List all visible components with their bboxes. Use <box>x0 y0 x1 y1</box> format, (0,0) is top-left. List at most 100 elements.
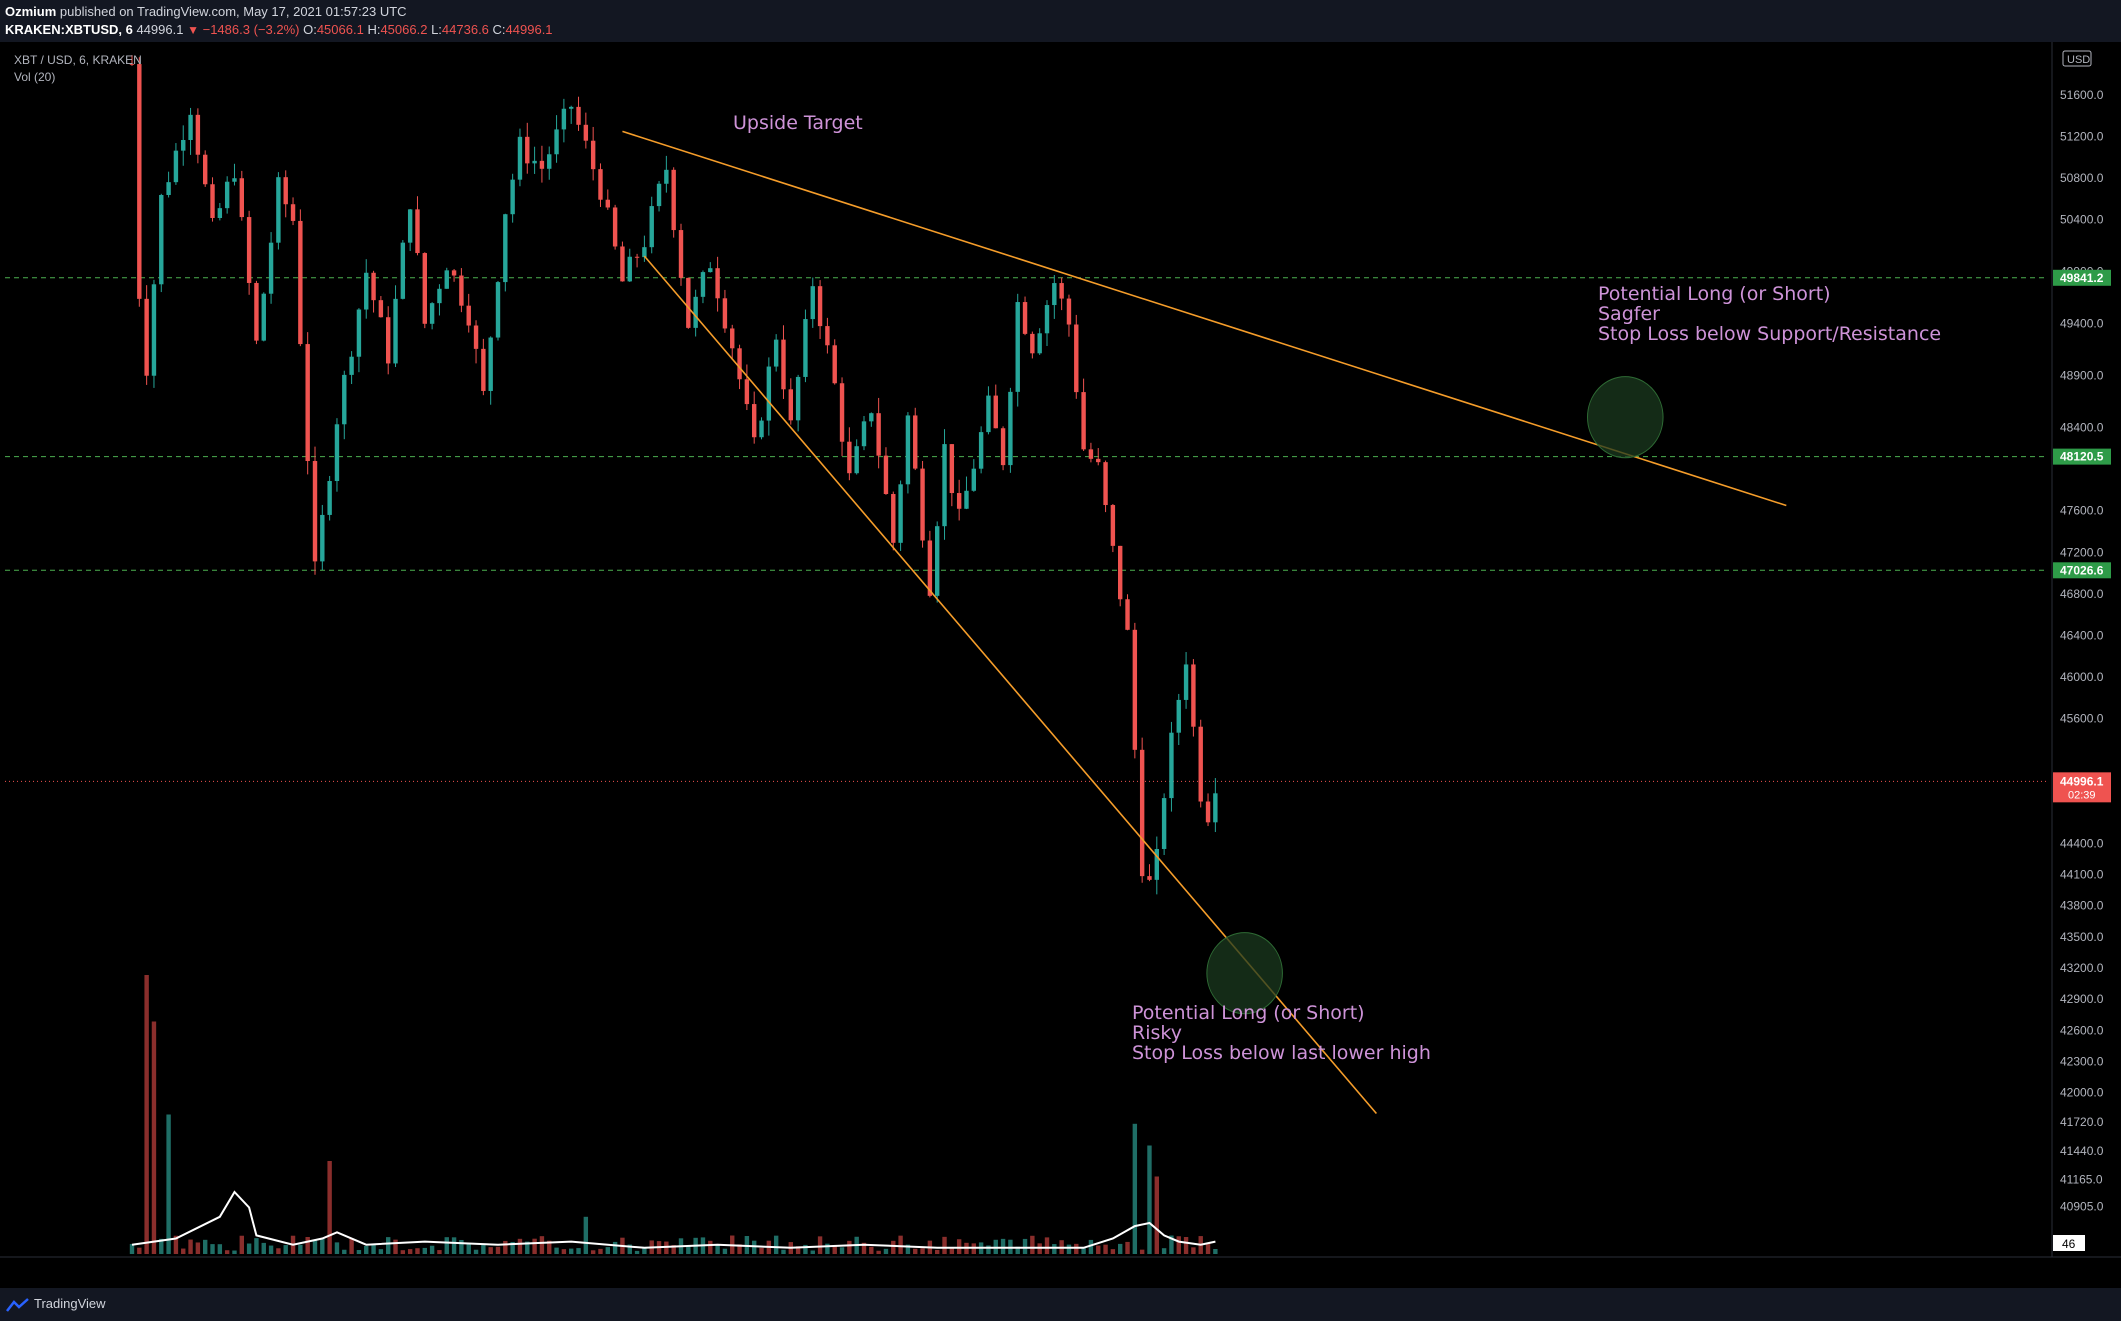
candle-body <box>473 325 479 349</box>
brand-name[interactable]: TradingView <box>34 1296 106 1311</box>
volume-bar <box>759 1247 764 1254</box>
publish-info: Ozmium published on TradingView.com, May… <box>5 4 407 19</box>
volume-bar <box>1213 1248 1218 1254</box>
price-tick-label: 42900.0 <box>2060 992 2104 1006</box>
volume-bar <box>708 1240 713 1254</box>
volume-bar <box>671 1245 676 1254</box>
candle-body <box>166 182 171 196</box>
legend-series[interactable]: XBT / USD, 6, KRAKEN <box>14 53 142 67</box>
volume-ma-line <box>131 1190 1216 1249</box>
volume-bar <box>883 1248 889 1254</box>
volume-bar <box>1169 1235 1174 1254</box>
candle-body <box>1059 283 1064 299</box>
price-level-tag-label: 49841.2 <box>2060 271 2104 285</box>
volume-bar <box>188 1239 193 1254</box>
tradingview-logo-icon[interactable] <box>6 1297 30 1313</box>
volume-bar <box>159 1238 164 1254</box>
candle-body <box>137 64 142 299</box>
volume-bar <box>129 1243 135 1254</box>
series-legend: XBT / USD, 6, KRAKEN Vol (20) <box>14 52 142 86</box>
volume-bar <box>224 1250 230 1254</box>
candle-body <box>429 303 435 324</box>
price-tick-label: 40905.0 <box>2060 1200 2104 1214</box>
candle-body <box>1118 545 1123 600</box>
volume-bar <box>539 1236 545 1254</box>
candle-body <box>510 179 515 215</box>
volume-bar <box>898 1235 903 1254</box>
currency-label: USD <box>2067 54 2090 66</box>
candle-body <box>276 177 281 243</box>
publish-text: published on TradingView.com, May 17, 20… <box>59 4 407 19</box>
price-axis-background <box>2052 42 2121 1265</box>
author-name[interactable]: Ozmium <box>5 4 57 19</box>
volume-bar <box>327 1161 332 1254</box>
candle-body <box>869 413 874 422</box>
candle-body <box>371 272 376 301</box>
price-level-tag <box>2053 448 2111 465</box>
candle-body <box>722 298 728 329</box>
volume-bar <box>876 1250 881 1254</box>
time-tick-label: 12:00 <box>263 1263 293 1265</box>
symbol-name[interactable]: KRAKEN:XBTUSD, 6 <box>5 22 133 37</box>
candle-body <box>1096 458 1101 463</box>
candle-body <box>891 494 896 543</box>
price-axis[interactable]: 51600.051200.050800.050400.049900.049400… <box>2051 42 2121 1265</box>
candle-body <box>290 204 296 221</box>
candle-body <box>612 207 618 247</box>
candles <box>129 55 1218 895</box>
high-value: 45066.2 <box>380 22 428 37</box>
candle-body <box>642 247 647 258</box>
volume-bar <box>598 1248 603 1254</box>
candle-body <box>554 129 559 155</box>
price-tick-label: 42300.0 <box>2060 1055 2104 1069</box>
volume-bar <box>1154 1176 1159 1254</box>
candle-body <box>1000 428 1006 466</box>
candle-body <box>927 540 933 596</box>
candle-body <box>664 169 669 184</box>
chart-area[interactable]: 51600.051200.050800.050400.049900.049400… <box>0 42 2121 1277</box>
low-value: 44736.6 <box>441 22 489 37</box>
volume-bar <box>407 1249 413 1254</box>
volume-bar <box>239 1235 244 1254</box>
volume-bar <box>986 1245 991 1254</box>
candle-body <box>744 379 750 405</box>
price-level-tag-label: 47026.6 <box>2060 563 2104 577</box>
volume-bar <box>956 1239 962 1254</box>
candle-body <box>1176 699 1181 733</box>
candle-body <box>569 106 574 109</box>
volume-bar <box>276 1248 281 1254</box>
volume-bar <box>137 1247 142 1254</box>
volume-bar <box>547 1240 552 1254</box>
candle-body <box>1081 392 1086 450</box>
candle-body <box>1154 848 1159 880</box>
volume-bar <box>913 1248 918 1254</box>
volume-bar <box>781 1249 786 1254</box>
volume-bar <box>305 1237 310 1254</box>
time-tick-label: 17 <box>1294 1263 1308 1265</box>
volume-bar <box>173 1235 179 1254</box>
price-level-tag <box>2053 269 2111 286</box>
volume-bar <box>268 1245 274 1254</box>
volume-bar <box>371 1244 376 1254</box>
candle-body <box>1037 333 1042 354</box>
candle-body <box>224 181 230 209</box>
candle-body <box>1198 726 1203 802</box>
candle-body <box>832 345 837 384</box>
candle-body <box>561 108 567 130</box>
volume-bar <box>737 1244 742 1254</box>
candle-body <box>495 282 501 338</box>
volume-bar <box>832 1245 837 1254</box>
price-chart[interactable]: 51600.051200.050800.050400.049900.049400… <box>0 42 2121 1277</box>
legend-volume[interactable]: Vol (20) <box>14 70 56 84</box>
candle-body <box>532 160 537 164</box>
candle-body <box>1139 749 1145 877</box>
candle-body <box>1030 333 1035 354</box>
candle-body <box>422 253 427 324</box>
time-axis[interactable]: 13 12:00 14 12:00 15 12:00 16 12:00 17 12:00 18 12:… <box>0 1256 2121 1277</box>
price-tick-label: 46800.0 <box>2060 587 2104 601</box>
price-tick-label: 51600.0 <box>2060 88 2104 102</box>
volume-bar <box>869 1246 874 1254</box>
price-change: −1486.3 (−3.2%) <box>202 22 300 37</box>
volume-bar <box>210 1244 215 1254</box>
price-tick-label: 43800.0 <box>2060 899 2104 913</box>
